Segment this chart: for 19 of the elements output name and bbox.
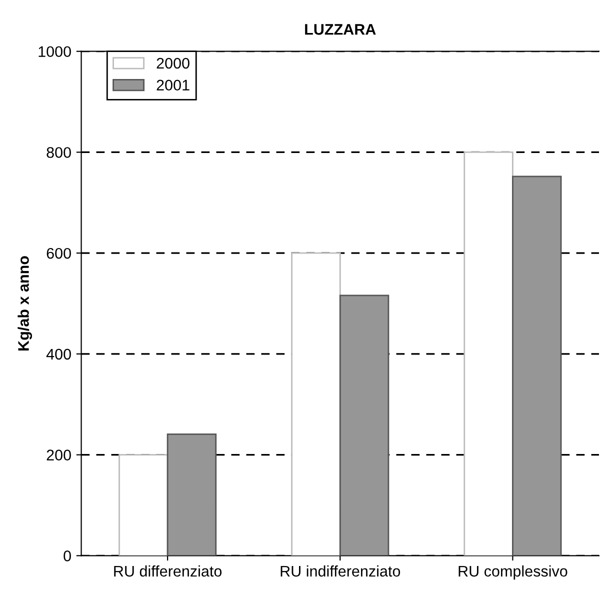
legend-label: 2001 [156,80,190,91]
bar [166,433,217,556]
y-tick-label: 400 [46,348,71,360]
x-tick-label: RU indifferenziato [280,565,400,577]
y-tick-label: 800 [46,147,71,158]
bar [118,454,168,556]
y-tick-label: 600 [46,248,71,259]
bar [339,294,390,556]
legend-label: 2000 [156,58,190,69]
chart-title: LUZZARA [305,24,376,35]
bar [512,176,562,556]
y-axis-title: Kg/ab x anno [18,256,32,350]
y-tick-label: 200 [46,450,71,460]
y-tick-label: 0 [64,550,71,562]
bar [291,252,341,556]
bar [464,152,514,556]
y-tick-label: 1000 [38,46,71,58]
x-tick-label: RU differenziato [114,565,222,577]
x-tick-label: RU complessivo [458,565,568,580]
